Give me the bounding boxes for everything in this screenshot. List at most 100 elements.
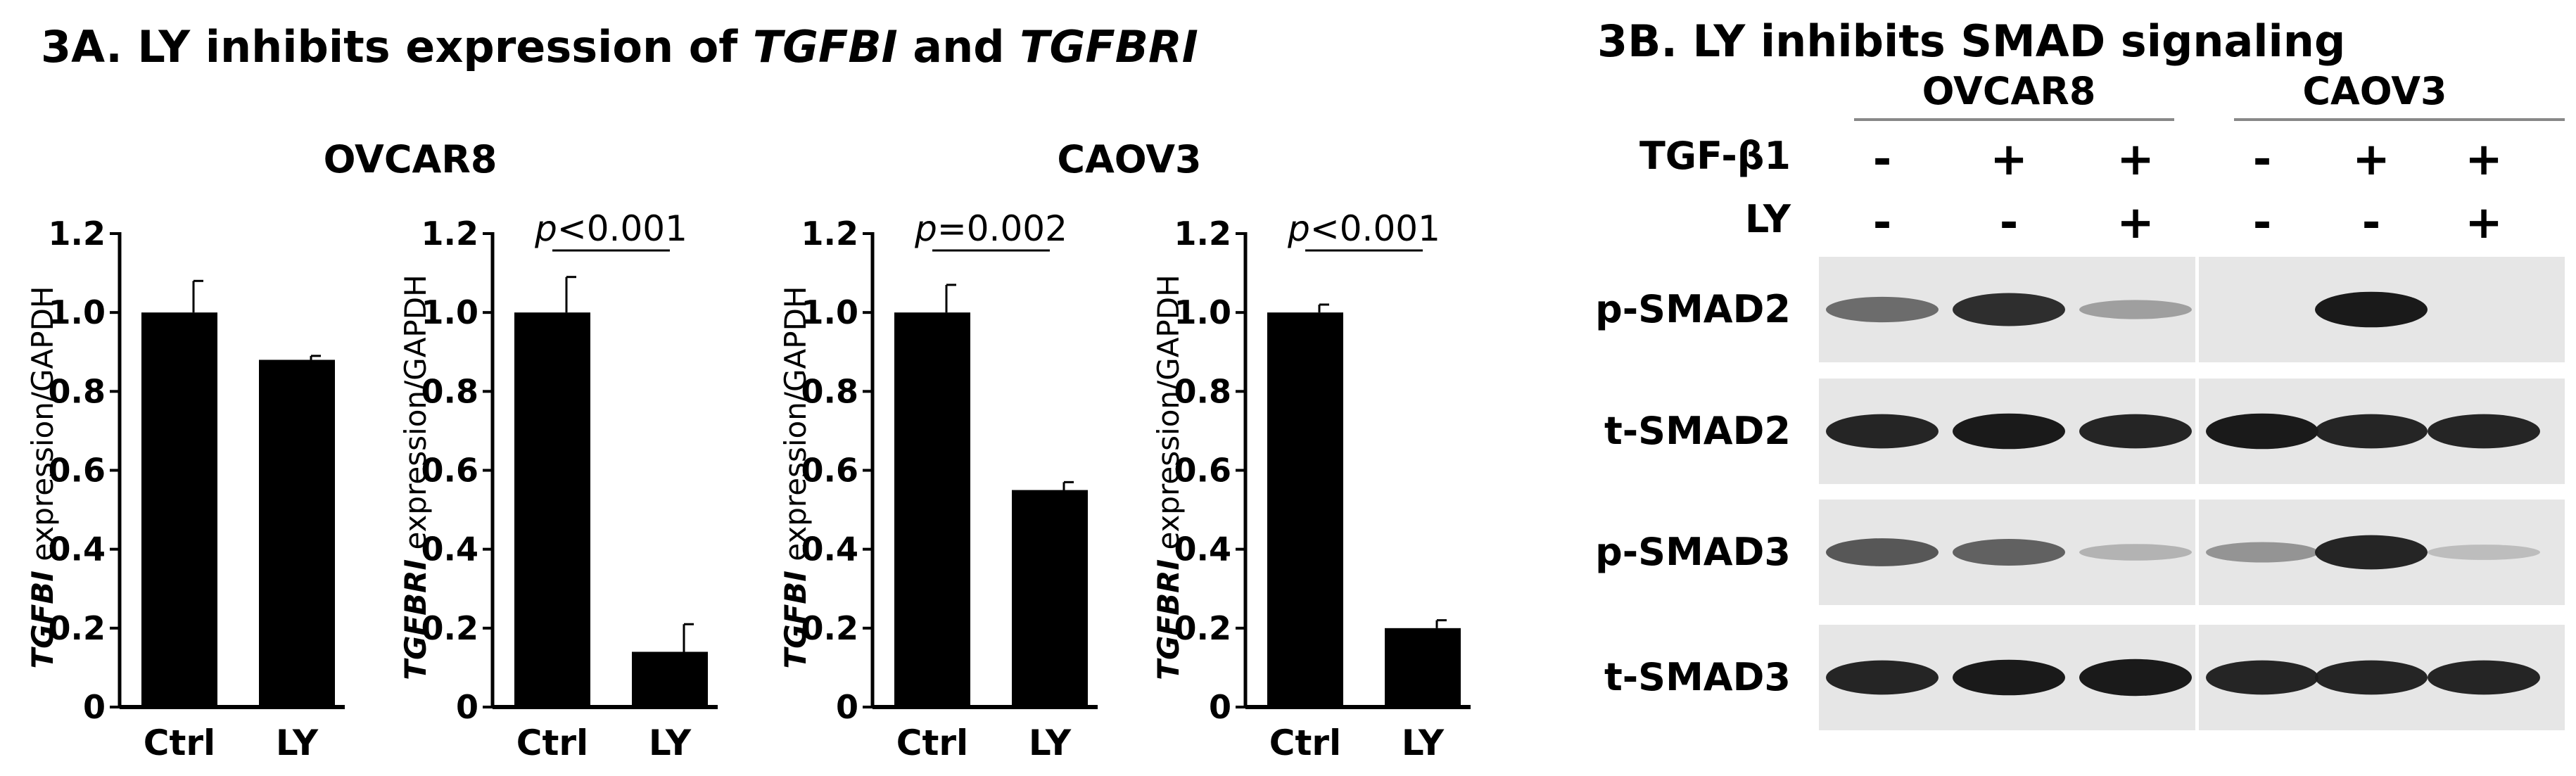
blot-band — [2315, 291, 2428, 328]
category-label: LY — [276, 723, 319, 763]
panel-a-title-gene1: TGFBI — [753, 21, 898, 72]
p-value-label: p<0.001 — [534, 208, 687, 249]
category-label: LY — [1029, 723, 1072, 763]
condition-label: LY — [1745, 197, 1791, 241]
bar-ly — [259, 360, 335, 707]
bar-ctrl — [1267, 312, 1343, 708]
blot-band — [1953, 659, 2065, 696]
condition-symbol: + — [2465, 197, 2503, 249]
y-tick-label: 0.2 — [801, 609, 859, 647]
p-value-annotation: p<0.001 — [1287, 208, 1440, 252]
y-axis-label-rest: expression/GAPDH — [778, 286, 813, 571]
condition-symbol: - — [2253, 134, 2272, 186]
p-value: <0.001 — [557, 208, 687, 249]
y-tick-label: 0.4 — [421, 530, 479, 568]
y-tick-label: 0.4 — [49, 530, 106, 568]
condition-symbol: - — [2253, 197, 2272, 249]
blot-band — [2079, 414, 2192, 449]
y-tick-label: 0 — [456, 688, 478, 726]
blot-band — [1826, 414, 1939, 449]
bar-chart-1: 0 0.2 0.4 0.6 0.8 1.0 1.2 TGFBI expression/GAPD… — [25, 215, 345, 763]
blot-band — [2315, 535, 2428, 570]
condition-symbol: + — [1990, 134, 2028, 186]
group-title-ovcar8: OVCAR8 — [324, 137, 497, 182]
bar-chart-4: 0 0.2 0.4 0.6 0.8 1.0 1.2 TGFBRI expression/GAP… — [1151, 208, 1471, 763]
panel-a-title-and: and — [898, 21, 1020, 72]
blot-row-t-smad2: t-SMAD2 — [1604, 379, 2565, 484]
category-label: LY — [1402, 723, 1445, 763]
y-tick-label: 0 — [836, 688, 858, 726]
bar-ly — [632, 651, 708, 707]
blot-band — [2079, 544, 2192, 561]
bar-chart-3: 0 0.2 0.4 0.6 0.8 1.0 1.2 TGFBI expression/GAPD… — [778, 208, 1098, 763]
blot-band — [1826, 660, 1939, 695]
category-label: LY — [649, 723, 692, 763]
blot-cell-line-caov3: CAOV3 — [2302, 69, 2447, 113]
y-axis-label: TGFBRI expression/GAPDH — [398, 274, 433, 680]
y-tick-label: 0 — [1209, 688, 1231, 726]
condition-symbol: - — [2362, 197, 2381, 249]
blot-band — [1953, 413, 2065, 450]
panel-a-title-gene2: TGFBRI — [1020, 21, 1198, 72]
y-axis-label: TGFBRI expression/GAPDH — [1151, 274, 1186, 680]
condition-symbol: + — [2117, 197, 2155, 249]
panel-b-title: 3B. LY inhibits SMAD signaling — [1597, 15, 2345, 67]
bar-chart-2: 0 0.2 0.4 0.6 0.8 1.0 1.2 TGFBRI expression/GAP… — [398, 208, 718, 763]
condition-symbol: - — [1873, 134, 1892, 186]
y-tick-label: 1.2 — [801, 215, 859, 253]
panel-a-title-prefix: 3A. LY inhibits expression of — [41, 21, 753, 72]
condition-symbol: - — [2000, 197, 2019, 249]
y-tick-label: 0.8 — [421, 372, 479, 410]
bar-ctrl — [141, 312, 217, 708]
blot-row-p-smad2: p-SMAD2 — [1595, 257, 2565, 362]
y-tick-label: 0.6 — [1174, 452, 1232, 490]
blot-band — [1826, 538, 1939, 566]
category-label: Ctrl — [1269, 723, 1341, 763]
group-title-caov3: CAOV3 — [1057, 137, 1201, 182]
panel-a: 3A. LY inhibits expression of TGFBI and … — [25, 21, 1471, 763]
y-tick-label: 0.8 — [49, 372, 106, 410]
blot-band — [1953, 539, 2065, 566]
bar-ctrl — [514, 312, 590, 708]
p-value-annotation: p=0.002 — [914, 208, 1067, 252]
p-symbol: p — [1287, 208, 1310, 249]
category-label: Ctrl — [896, 723, 968, 763]
blot-cell-line-ovcar8: OVCAR8 — [1922, 69, 2096, 113]
y-tick-label: 0.6 — [801, 452, 859, 490]
blot-band — [2428, 414, 2540, 449]
y-axis-label-rest: expression/GAPDH — [398, 274, 433, 559]
p-value-label: p<0.001 — [1287, 208, 1440, 249]
p-symbol: p — [914, 208, 937, 249]
blot-band — [2079, 659, 2192, 697]
y-tick-label: 0.4 — [801, 530, 859, 568]
blot-band — [1826, 296, 1939, 323]
panel-b: 3B. LY inhibits SMAD signaling OVCAR8 CAO… — [1595, 15, 2565, 730]
y-tick-label: 0.8 — [1174, 372, 1232, 410]
y-tick-label: 0.4 — [1174, 530, 1232, 568]
blot-band — [2079, 300, 2192, 319]
bar-ly — [1012, 490, 1088, 707]
blot-row-p-smad3: p-SMAD3 — [1595, 500, 2565, 605]
p-symbol: p — [534, 208, 557, 249]
y-tick-label: 1.0 — [421, 293, 479, 331]
y-tick-label: 1.0 — [801, 293, 859, 331]
y-axis-label-rest: expression/GAPDH — [1151, 274, 1186, 559]
category-label: Ctrl — [144, 723, 215, 763]
condition-symbol: + — [2465, 134, 2503, 186]
y-tick-label: 0.8 — [801, 372, 859, 410]
condition-label: TGF-β1 — [1639, 134, 1791, 178]
y-axis-label-gene: TGFBRI — [398, 559, 433, 680]
y-tick-label: 0.2 — [1174, 609, 1232, 647]
panel-a-title: 3A. LY inhibits expression of TGFBI and … — [41, 21, 1198, 72]
y-tick-label: 1.2 — [1174, 215, 1232, 253]
y-tick-label: 1.2 — [421, 215, 479, 253]
blot-band — [2428, 545, 2540, 560]
p-value-annotation: p<0.001 — [534, 208, 687, 252]
blot-band — [2428, 660, 2540, 695]
condition-symbol: - — [1873, 197, 1892, 249]
bar-ly — [1385, 628, 1461, 707]
blot-band — [1953, 293, 2065, 326]
blot-band — [2206, 542, 2318, 563]
y-tick-label: 0.6 — [49, 452, 106, 490]
